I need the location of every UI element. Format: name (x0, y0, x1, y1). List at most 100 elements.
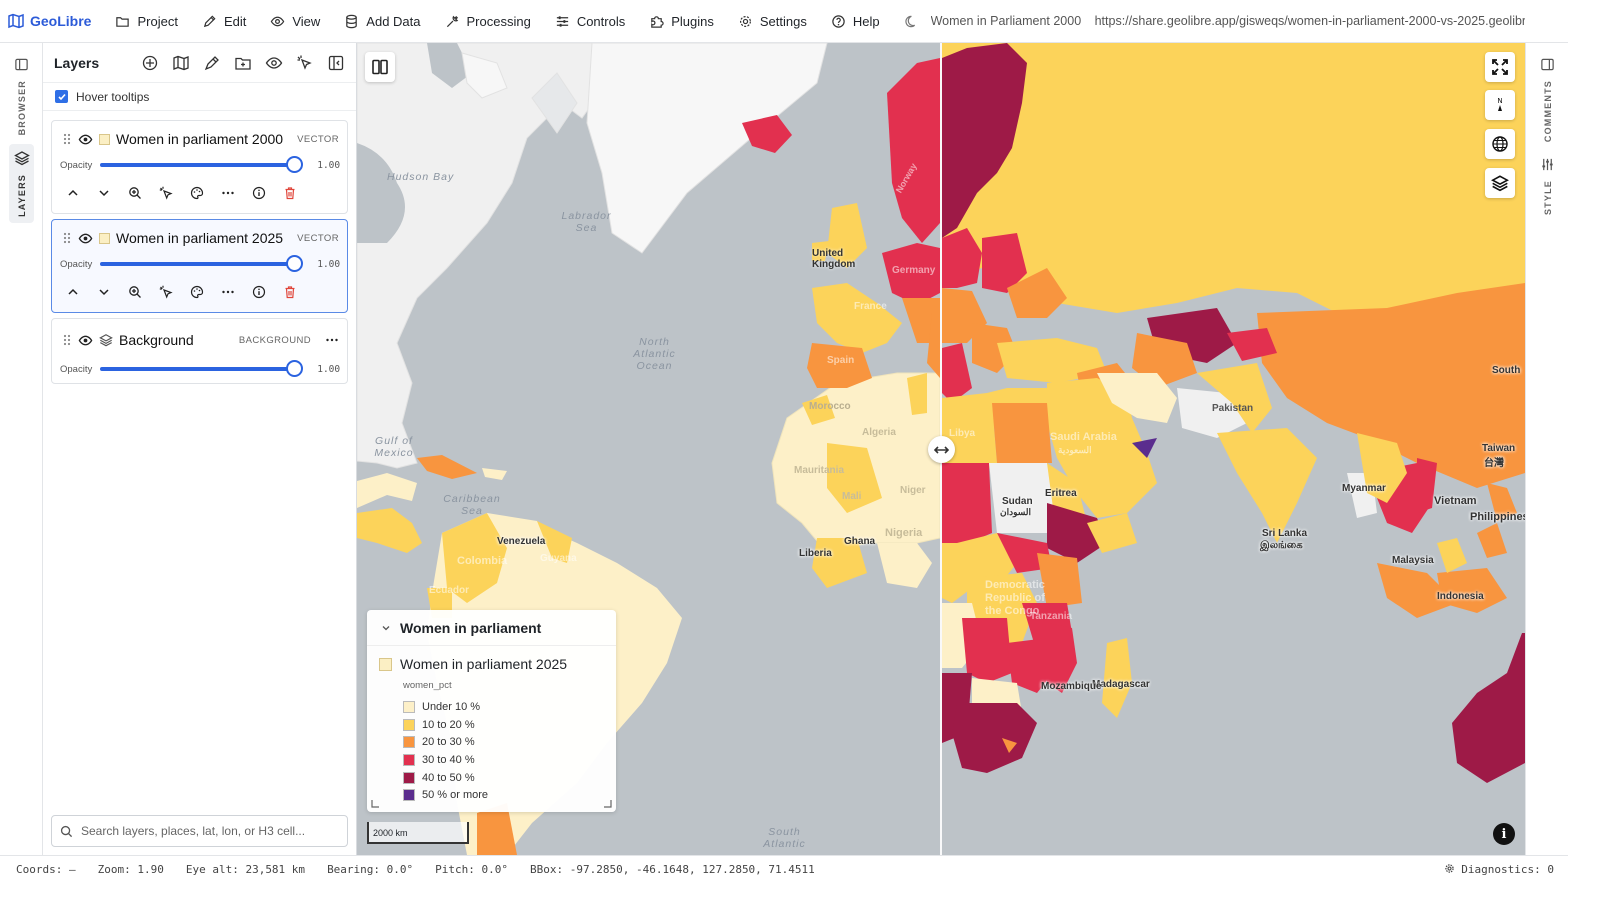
hover-tooltips-toggle[interactable]: Hover tooltips (43, 83, 356, 111)
move-up-icon[interactable] (66, 186, 80, 200)
menu-settings[interactable]: Settings (738, 14, 807, 29)
draw-icon[interactable] (203, 54, 221, 72)
map-canvas[interactable]: Hudson Bay Labrador Sea North Atlantic O… (357, 43, 1525, 855)
browser-tab[interactable]: BROWSER (9, 57, 34, 135)
menu-help[interactable]: Help (831, 14, 880, 29)
visibility-icon[interactable] (265, 54, 283, 72)
legend-layer-swatch (379, 657, 392, 671)
menu-view[interactable]: View (270, 14, 320, 29)
eye-icon[interactable] (78, 132, 93, 147)
menu-processing[interactable]: Processing (445, 14, 531, 29)
legend-item: 40 to 50 % (403, 769, 616, 787)
app-logo[interactable]: GeoLibre (8, 13, 91, 29)
add-basemap-icon[interactable] (141, 54, 159, 72)
drag-handle-icon[interactable] (62, 231, 72, 245)
layers-icon (13, 151, 30, 166)
resize-corner-icon[interactable] (604, 800, 612, 808)
compare-toggle-button[interactable] (365, 52, 395, 82)
menu-controls[interactable]: Controls (555, 14, 625, 29)
legend-item: Under 10 % (403, 698, 616, 716)
globe-button[interactable] (1485, 129, 1515, 159)
legend-header[interactable]: Women in parliament (367, 610, 616, 646)
palette-icon[interactable] (190, 186, 204, 200)
more-icon[interactable] (325, 333, 339, 347)
country-label: Malaysia (1392, 555, 1434, 566)
identify-icon[interactable] (159, 285, 173, 299)
zoom-to-layer-icon[interactable] (128, 186, 142, 200)
more-icon[interactable] (221, 285, 235, 299)
layers-tab[interactable]: LAYERS (9, 144, 34, 223)
more-icon[interactable] (221, 186, 235, 200)
sidebar-icon (1541, 58, 1554, 71)
drag-handle-icon[interactable] (62, 333, 72, 347)
basemap-layers-button[interactable] (1485, 168, 1515, 198)
swipe-handle[interactable] (928, 436, 955, 463)
search-box[interactable]: Search layers, places, lat, lon, or H3 c… (51, 815, 348, 847)
drag-handle-icon[interactable] (62, 132, 72, 146)
delete-icon[interactable] (283, 186, 297, 200)
country-label: Mali (842, 491, 862, 502)
opacity-row: Opacity 1.00 (52, 156, 347, 173)
menu-add-data[interactable]: Add Data (344, 14, 421, 29)
layer-card-2025[interactable]: Women in parliament 2025 VECTOR Opacity … (51, 219, 348, 313)
share-url[interactable]: https://share.geolibre.app/gisweqs/women… (1094, 14, 1525, 28)
slider-knob[interactable] (286, 360, 304, 377)
identify-icon[interactable] (159, 186, 173, 200)
country-label: السودان (1000, 507, 1032, 517)
move-down-icon[interactable] (97, 186, 111, 200)
project-title[interactable]: Women in Parliament 2000 v (930, 14, 1081, 28)
palette-icon[interactable] (190, 285, 204, 299)
opacity-value: 1.00 (317, 363, 341, 375)
compass-button[interactable]: N (1485, 90, 1515, 120)
collapse-panel-icon[interactable] (327, 54, 345, 72)
layer-name[interactable]: Women in parliament 2000 (116, 131, 284, 147)
opacity-slider[interactable] (100, 255, 304, 272)
opacity-row: Opacity 1.00 (52, 255, 347, 272)
layer-card-2000[interactable]: Women in parliament 2000 VECTOR Opacity … (51, 120, 348, 214)
fullscreen-button[interactable] (1485, 52, 1515, 82)
info-icon[interactable] (252, 186, 266, 200)
layer-name[interactable]: Background (119, 332, 194, 348)
move-down-icon[interactable] (97, 285, 111, 299)
menu-edit[interactable]: Edit (202, 14, 246, 29)
attribution-info-button[interactable]: i (1493, 823, 1515, 845)
menu-project[interactable]: Project (115, 14, 178, 29)
chevron-down-icon[interactable] (381, 623, 391, 633)
world-map[interactable] (357, 43, 1525, 855)
zoom-to-layer-icon[interactable] (128, 285, 142, 299)
comments-tab-label: COMMENTS (1542, 80, 1553, 143)
layers-icon (99, 334, 113, 347)
legend-label: 20 to 30 % (422, 736, 475, 749)
resize-corner-icon[interactable] (371, 800, 379, 808)
country-label: Spain (827, 355, 855, 366)
gear-icon (1444, 863, 1454, 873)
identify-icon[interactable] (296, 54, 314, 72)
country-label: Colombia (457, 555, 508, 567)
eye-icon[interactable] (78, 333, 93, 348)
menu-plugins[interactable]: Plugins (649, 14, 714, 29)
africa-2025 (942, 403, 1137, 773)
slider-knob[interactable] (286, 255, 304, 272)
slider-knob[interactable] (286, 156, 304, 173)
layer-card-background[interactable]: Background BACKGROUND Opacity 1.00 (51, 318, 348, 384)
country-label: Philippines (1470, 511, 1525, 523)
eye-icon[interactable] (78, 231, 93, 246)
layer-name[interactable]: Women in parliament 2025 (116, 230, 284, 246)
map-icon[interactable] (172, 54, 190, 72)
status-pitch: Pitch: 0.0° (435, 862, 509, 876)
info-icon[interactable] (252, 285, 266, 299)
add-folder-icon[interactable] (234, 54, 252, 72)
delete-icon[interactable] (283, 285, 297, 299)
checkbox[interactable] (55, 90, 68, 103)
diagnostics-button[interactable]: Diagnostics: 0 (1444, 863, 1554, 876)
country-label: Madagascar (1092, 679, 1150, 690)
comments-tab[interactable]: COMMENTS (1535, 57, 1560, 142)
move-up-icon[interactable] (66, 285, 80, 299)
status-bar: Coords: — Zoom: 1.90 Eye alt: 23,581 km … (0, 855, 1568, 882)
opacity-slider[interactable] (100, 360, 304, 377)
theme-toggle[interactable] (902, 14, 917, 29)
ocean-label: North Atlantic Ocean (633, 336, 676, 372)
opacity-slider[interactable] (100, 156, 304, 173)
style-tab[interactable]: STYLE (1535, 157, 1560, 215)
country-label: Pakistan (1212, 403, 1254, 414)
